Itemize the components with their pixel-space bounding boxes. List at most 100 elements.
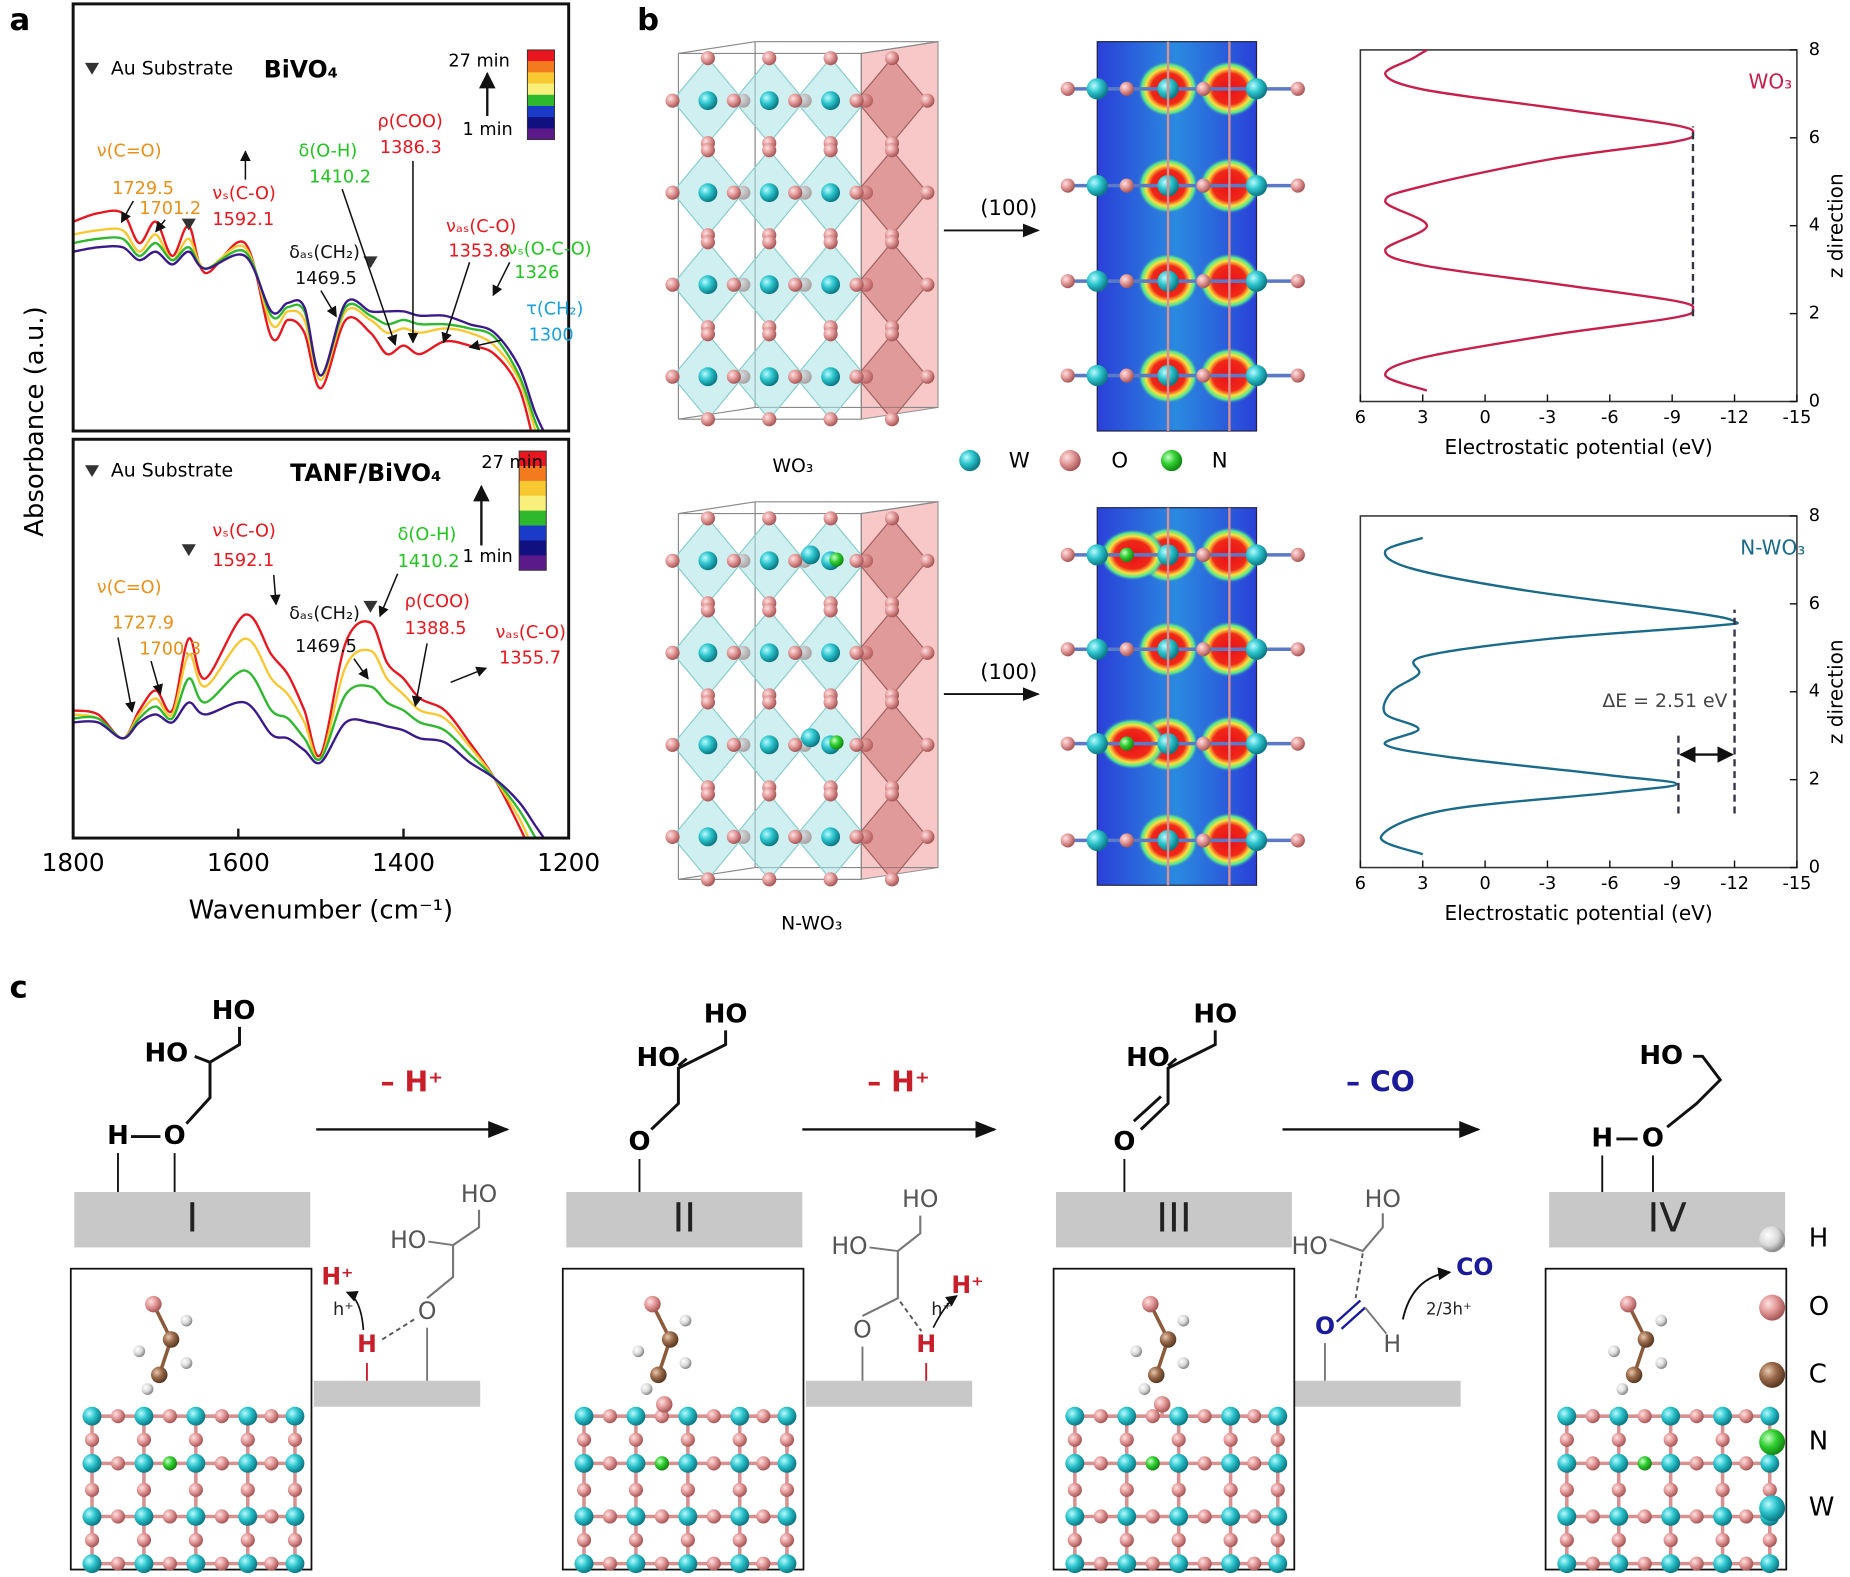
atom: [1197, 1509, 1212, 1524]
mechanism-label: H: [357, 1330, 377, 1358]
atom: [726, 645, 741, 660]
atom: [1559, 1482, 1574, 1497]
atom: [574, 1507, 594, 1526]
atom: [1067, 1432, 1082, 1447]
atom: [920, 93, 935, 108]
atom: [1142, 1295, 1159, 1313]
x-tick-label: 3: [1417, 408, 1428, 428]
x-tick-label: -12: [1720, 408, 1749, 428]
peak-label: 1700.3: [139, 639, 201, 659]
x-tick-label: 1600: [207, 848, 270, 877]
mechanism-label: HO: [1365, 1185, 1401, 1213]
atom: [626, 1554, 646, 1574]
peak-arrow: [492, 261, 511, 297]
atom: [82, 1406, 102, 1426]
y-tick-label: 0: [1809, 858, 1820, 878]
peak-label: ρ(COO): [378, 112, 443, 132]
atom: [1086, 733, 1108, 755]
atom: [162, 1409, 177, 1424]
atom: [1060, 642, 1075, 657]
bond: [185, 1026, 241, 1125]
mechanism-label: h⁺: [333, 1300, 354, 1320]
atom-label: O: [1113, 1127, 1135, 1157]
atom: [110, 1556, 126, 1571]
atom: [1609, 1453, 1629, 1473]
atom: [788, 737, 803, 752]
cell-edge: [861, 41, 939, 55]
atom: [801, 728, 820, 748]
atom: [1270, 1432, 1285, 1447]
atom: [287, 1482, 303, 1497]
atom: [1117, 1453, 1137, 1473]
atom: [1119, 81, 1134, 96]
atom: [680, 1532, 695, 1548]
atom: [756, 1409, 771, 1424]
atom: [1177, 1357, 1190, 1369]
atom: [110, 1456, 126, 1471]
atom: [1119, 547, 1134, 562]
atom: [698, 827, 718, 847]
atom: [1119, 178, 1134, 193]
atom: [730, 1406, 750, 1426]
atom: [665, 277, 680, 292]
peak-label: 1592.1: [212, 210, 274, 230]
legend-text: N: [1212, 449, 1228, 474]
atom: [706, 1556, 721, 1571]
atom: [287, 1532, 303, 1548]
colorbar-swatch: [519, 555, 547, 571]
peak-label: νₐₛ(C-O): [496, 623, 566, 643]
atom: [1715, 1432, 1730, 1447]
atom: [920, 369, 935, 384]
atom-label: H: [107, 1121, 129, 1151]
atom: [788, 369, 803, 384]
atom: [1221, 1507, 1241, 1526]
atom: [1117, 1406, 1137, 1426]
atom: [706, 1509, 721, 1524]
atom: [1290, 178, 1305, 193]
atom: [1117, 1507, 1137, 1526]
atom: [680, 1432, 695, 1447]
atom: [730, 1507, 750, 1526]
atom: [756, 1509, 771, 1524]
atom: [1245, 174, 1268, 197]
y-axis-label: z direction: [1824, 173, 1848, 278]
colorbar-swatch: [519, 495, 547, 511]
bond: [426, 1209, 481, 1300]
atom: [849, 369, 864, 384]
atom: [1290, 81, 1305, 96]
atom: [110, 1409, 126, 1424]
atom: [829, 735, 844, 750]
atom: [1247, 1409, 1262, 1424]
atom: [730, 1453, 750, 1473]
atom: [665, 553, 680, 568]
connector: [899, 1301, 923, 1332]
atom: [186, 1507, 206, 1526]
substrate-marker: [181, 218, 196, 231]
atom: [240, 1482, 255, 1497]
atom: [1086, 829, 1108, 852]
atom: [1138, 1383, 1151, 1395]
atom: [1060, 178, 1075, 193]
atom: [82, 1554, 102, 1574]
atom: [134, 1453, 154, 1473]
atom: [238, 1453, 258, 1473]
atom: [1196, 81, 1211, 96]
atom: [678, 1406, 698, 1426]
atom: [1290, 368, 1305, 383]
atom: [1093, 1409, 1108, 1424]
atom: [823, 235, 838, 250]
atom-label: HO: [704, 1000, 748, 1030]
peak-label: 1300: [529, 325, 574, 345]
surface: [1549, 1192, 1786, 1248]
x-tick-label: 3: [1417, 874, 1428, 894]
peak-label: 1353.8: [448, 242, 510, 262]
atom: [644, 1295, 661, 1313]
atom: [1160, 449, 1183, 472]
spectrum-line: [73, 637, 530, 839]
atom: [1247, 1556, 1262, 1571]
atom: [1221, 1406, 1241, 1426]
stage-label: III: [1156, 1195, 1191, 1241]
atom: [1268, 1406, 1288, 1426]
atom: [759, 275, 779, 295]
